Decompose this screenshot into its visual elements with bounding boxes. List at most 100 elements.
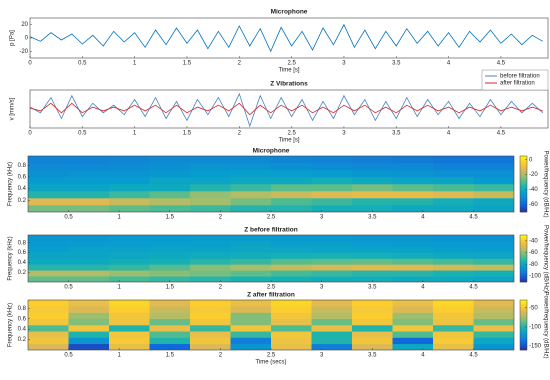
spectrogram-cell bbox=[149, 306, 191, 313]
colorbar-swatch bbox=[520, 163, 527, 166]
colorbar-swatch bbox=[520, 253, 527, 256]
spectrogram-cell bbox=[473, 318, 514, 326]
colorbar-label: Power/frequency (dB/Hz) bbox=[542, 150, 548, 217]
spectrogram-cell bbox=[271, 300, 312, 307]
spectrogram-cell bbox=[109, 337, 150, 345]
colorbar-swatch bbox=[520, 239, 527, 242]
waveform bbox=[30, 92, 544, 128]
spectrogram-cell bbox=[271, 252, 312, 259]
spectrogram-cell bbox=[352, 205, 393, 212]
colorbar-frame bbox=[519, 299, 528, 351]
spectrogram-cell bbox=[68, 306, 110, 313]
x-tick-label: 0.5 bbox=[64, 353, 73, 359]
x-tick-label: 1.5 bbox=[183, 131, 192, 137]
colorbar-tick-label: -80 bbox=[529, 262, 538, 268]
colorbar-tick-label: -60 bbox=[529, 250, 538, 256]
spectrogram-cell bbox=[230, 177, 272, 185]
spectrogram-cell bbox=[433, 264, 474, 271]
spectrogram-cell bbox=[190, 163, 231, 171]
subplot: Z before filtration -40 -60 -80 -100 Power/fr… bbox=[8, 225, 549, 292]
spectrogram-cell bbox=[68, 170, 110, 178]
spectrogram-cell bbox=[109, 246, 150, 253]
spectrogram-cell bbox=[392, 252, 434, 259]
y-tick-label: 0.4 bbox=[18, 260, 27, 266]
spectrogram-cell bbox=[352, 331, 393, 338]
colorbar-swatch bbox=[520, 338, 527, 341]
colorbar-swatch bbox=[520, 250, 527, 253]
spectrogram-cell bbox=[109, 318, 150, 326]
colorbar-swatch bbox=[520, 267, 527, 270]
spectrogram-cell bbox=[271, 235, 312, 242]
spectrogram-cell bbox=[230, 306, 272, 313]
spectrogram-cell bbox=[230, 318, 272, 326]
colorbar-swatch bbox=[520, 252, 527, 255]
x-tick-label: 0.5 bbox=[64, 285, 73, 291]
spectrogram-cell bbox=[473, 235, 514, 242]
spectrogram-cell bbox=[230, 205, 272, 212]
colorbar-swatch bbox=[520, 165, 527, 168]
colorbar-swatch bbox=[520, 172, 527, 175]
spectrogram-cell bbox=[271, 184, 312, 192]
spectrogram-cell bbox=[311, 170, 353, 178]
spectrogram-cell bbox=[149, 235, 191, 242]
spectrogram-cell bbox=[392, 156, 434, 164]
colorbar-swatch bbox=[520, 198, 527, 202]
colorbar-tick-label: -40 bbox=[529, 187, 538, 193]
spectrogram-cell bbox=[149, 318, 191, 326]
spectrogram-cell bbox=[190, 205, 231, 212]
spectrogram-cell bbox=[230, 252, 272, 259]
spectrogram-cell bbox=[473, 240, 514, 248]
colorbar-swatch bbox=[520, 210, 527, 213]
spectrogram-cell bbox=[109, 205, 150, 212]
spectrogram-cell bbox=[230, 240, 272, 248]
spectrogram-cell bbox=[433, 343, 474, 350]
spectrogram-cell bbox=[68, 235, 110, 242]
x-tick-label: 2 bbox=[219, 215, 223, 221]
spectrogram-cell bbox=[271, 337, 312, 345]
spectrogram-cell bbox=[271, 177, 312, 185]
x-axis-label: Time [s] bbox=[278, 68, 299, 74]
x-tick-label: 3.5 bbox=[368, 353, 377, 359]
y-tick-label: 0.2 bbox=[18, 198, 27, 204]
spectrogram-cell bbox=[392, 343, 434, 350]
spectrogram-cell bbox=[473, 258, 514, 265]
spectrogram-cell bbox=[28, 276, 69, 282]
spectrogram-cell bbox=[190, 337, 231, 345]
y-axis-label: Frequency (kHz) bbox=[8, 162, 14, 206]
spectrogram-cell bbox=[149, 270, 191, 277]
spectrogram-cell bbox=[109, 270, 150, 277]
x-tick-label: 4.5 bbox=[469, 215, 478, 221]
spectrogram-cell bbox=[392, 177, 434, 185]
spectrogram-cell bbox=[473, 170, 514, 178]
spectrogram-cell bbox=[230, 325, 272, 332]
spectrogram-cell bbox=[392, 235, 434, 242]
spectrogram-cell bbox=[271, 246, 312, 253]
spectrogram-cell bbox=[230, 246, 272, 253]
spectrogram-cell bbox=[473, 205, 514, 212]
spectrogram-cell bbox=[149, 252, 191, 259]
x-tick-label: 4.5 bbox=[497, 61, 506, 67]
y-tick-label: -20 bbox=[19, 49, 28, 55]
spectrogram-cell bbox=[311, 337, 353, 345]
spectrogram-cell bbox=[352, 184, 393, 192]
spectrogram-cell bbox=[109, 264, 150, 271]
spectrogram-cell bbox=[392, 264, 434, 271]
colorbar-swatch bbox=[520, 306, 527, 309]
spectrogram-cell bbox=[392, 184, 434, 192]
colorbar-swatch bbox=[520, 156, 527, 159]
x-tick-label: 2.5 bbox=[267, 215, 276, 221]
spectrogram-cell bbox=[28, 163, 69, 171]
spectrogram-cell bbox=[190, 198, 231, 206]
spectrogram-cell bbox=[28, 184, 69, 192]
spectrogram-cell bbox=[433, 170, 474, 178]
spectrogram-cell bbox=[352, 258, 393, 265]
colorbar-swatch bbox=[520, 193, 527, 196]
spectrogram-cell bbox=[433, 306, 474, 313]
spectrogram-cell bbox=[473, 191, 514, 199]
spectrogram-cell bbox=[28, 325, 69, 332]
spectrogram-cell bbox=[271, 343, 312, 350]
colorbar-swatch bbox=[520, 343, 527, 346]
spectrogram-cell bbox=[433, 270, 474, 277]
x-tick-label: 2 bbox=[238, 61, 242, 67]
colorbar-swatch bbox=[520, 169, 527, 172]
